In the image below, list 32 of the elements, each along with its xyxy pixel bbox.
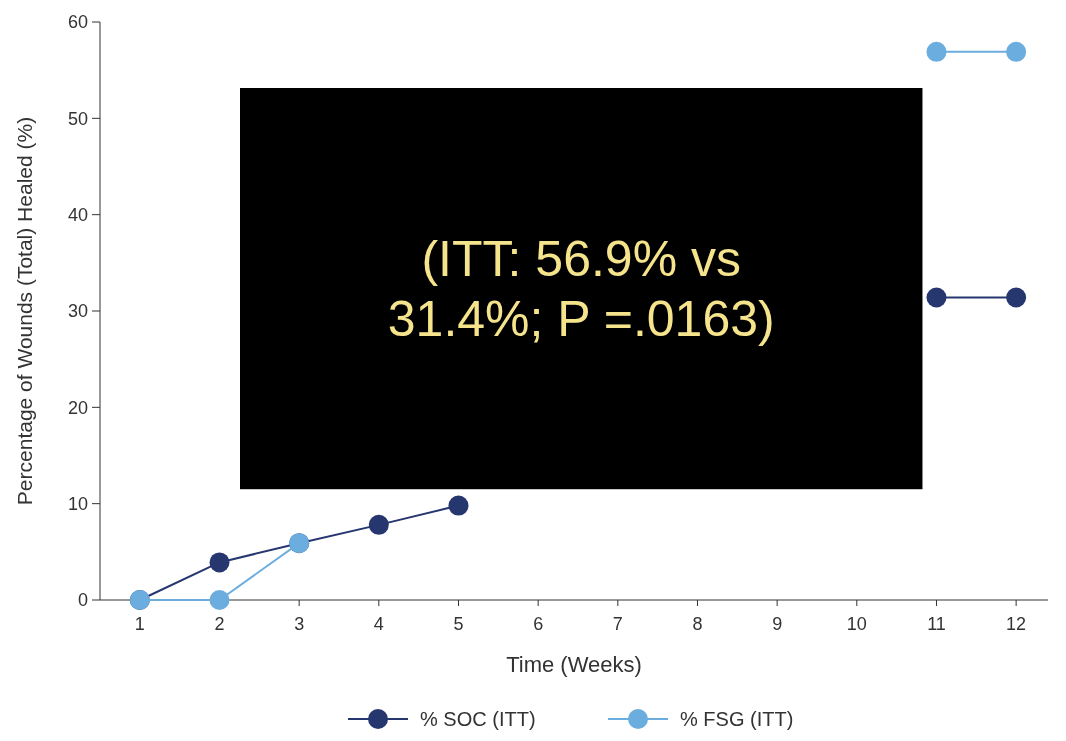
x-tick-label: 11 <box>927 614 946 634</box>
legend-label: % SOC (ITT) <box>420 708 536 730</box>
point <box>209 590 230 610</box>
x-tick-label: 4 <box>373 614 384 634</box>
y-tick-label: 10 <box>67 493 88 514</box>
y-tick-label: 20 <box>67 397 88 418</box>
x-tick-label: 10 <box>846 614 867 634</box>
point <box>926 41 947 62</box>
y-tick-label: 50 <box>67 108 88 129</box>
x-tick-label: 8 <box>692 614 703 634</box>
y-tick-label: 40 <box>67 204 88 225</box>
x-tick-label: 9 <box>772 614 783 634</box>
y-tick-label: 60 <box>67 12 88 33</box>
annotation: (ITT: 56.9% vs 31.4%; P =.0163) <box>387 231 775 348</box>
y-axis-title: Percentage of Wounds (Total) Healed (%) <box>13 116 36 506</box>
x-tick-label: 6 <box>533 614 544 634</box>
point <box>448 495 469 516</box>
point <box>1006 287 1027 308</box>
y-tick-label: 30 <box>67 301 88 322</box>
x-tick-label: 3 <box>294 614 305 634</box>
x-tick-label: 2 <box>214 614 225 634</box>
point <box>209 552 230 573</box>
y-tick-label: 0 <box>77 590 88 611</box>
x-tick-label: 5 <box>453 614 464 634</box>
x-tick-label: 12 <box>1006 614 1027 634</box>
x-tick-label: 1 <box>134 614 145 634</box>
legend-label: % FSG (ITT) <box>680 708 794 730</box>
x-axis-title: Time (Weeks) <box>506 652 642 677</box>
point <box>368 514 389 535</box>
x-tick-label: 7 <box>612 614 623 634</box>
point <box>926 287 947 308</box>
point <box>1006 41 1027 62</box>
